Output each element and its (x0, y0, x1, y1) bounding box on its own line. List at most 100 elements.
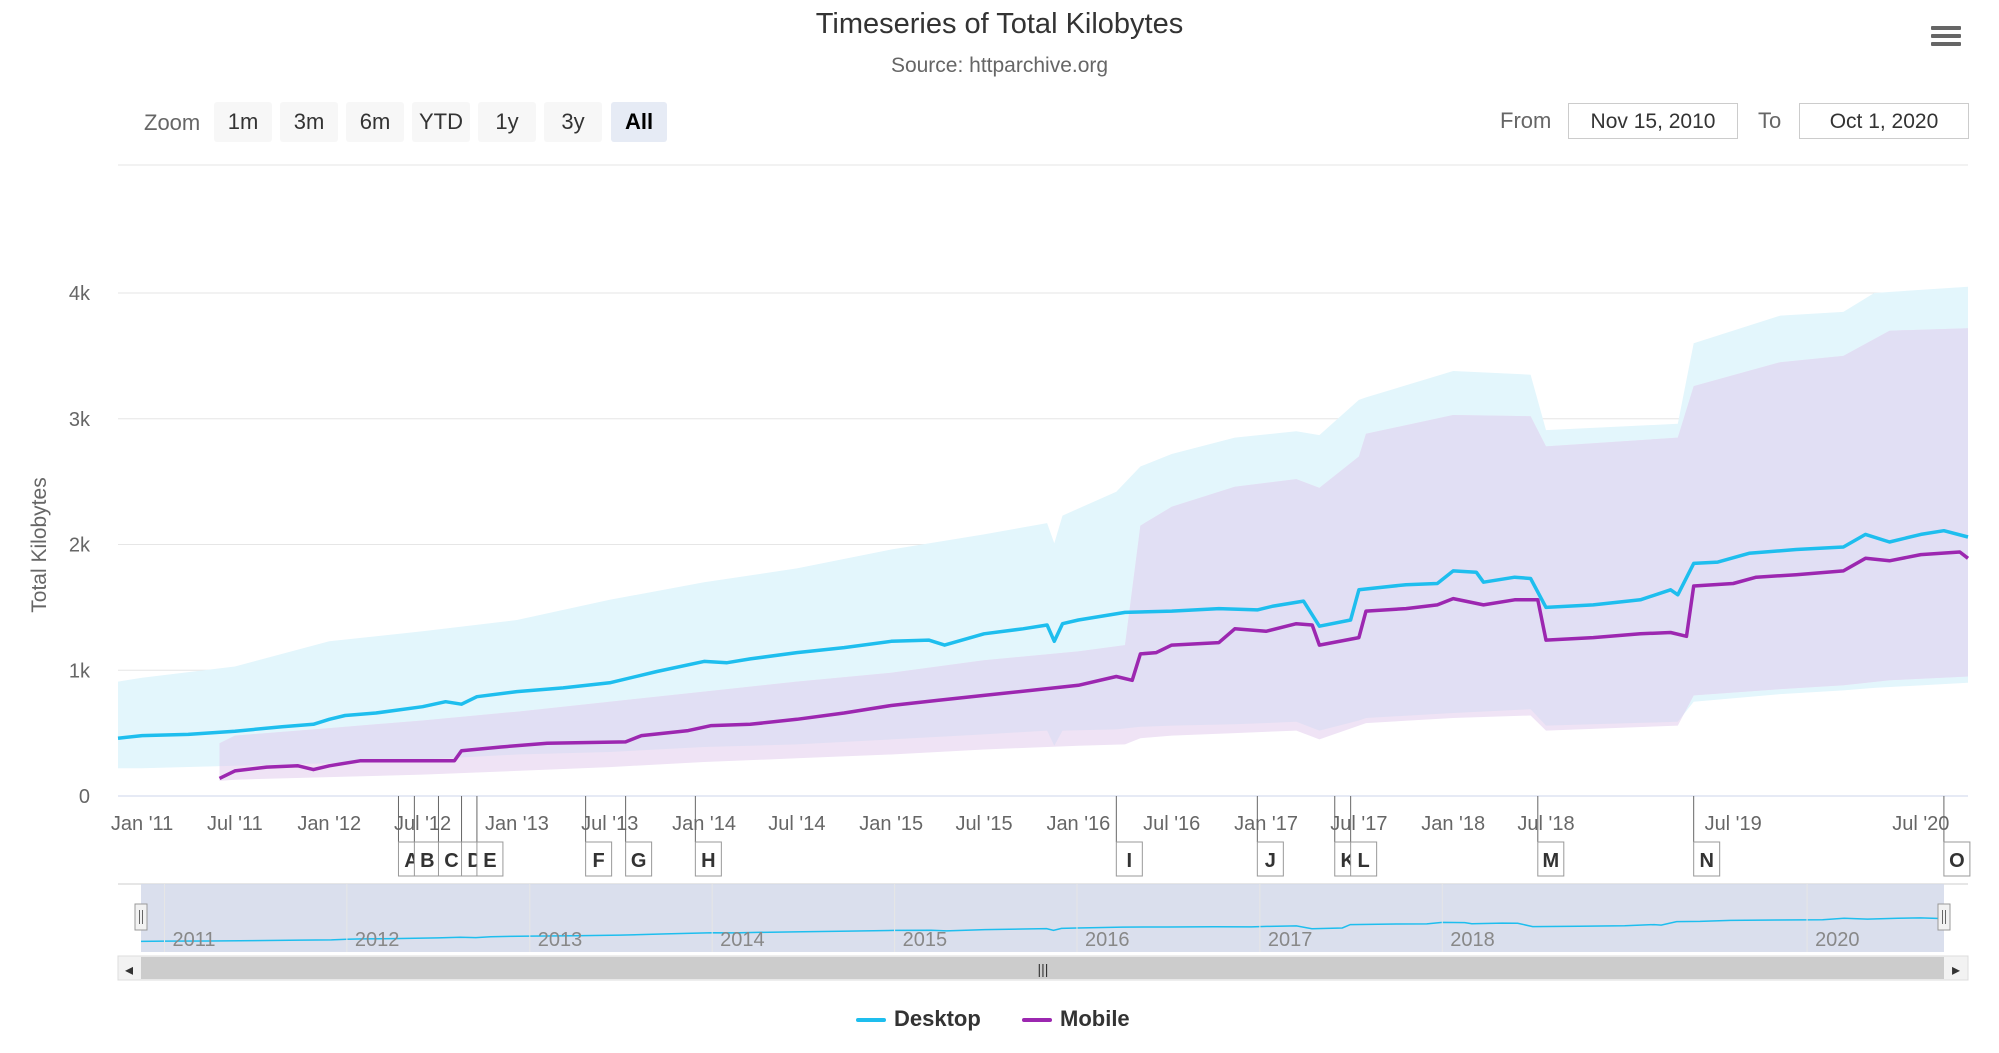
event-flag: E (476, 796, 504, 877)
event-flag-box (413, 841, 441, 877)
navigator-year-label: 2014 (720, 929, 765, 951)
scrollbar-grip-icon: ||| (1038, 961, 1049, 977)
navigator-scrollbar: ||| ◂ ▸ (117, 955, 1969, 981)
x-tick-label: Jul '16 (1143, 813, 1200, 835)
event-flag-label: C (444, 850, 458, 872)
x-tick-label: Jan '13 (485, 813, 549, 835)
event-flag: F (585, 796, 613, 877)
y-tick-label: 1k (69, 660, 91, 682)
scroll-right-arrow-icon[interactable]: ▸ (1952, 960, 1960, 979)
scrollbar-thumb[interactable] (141, 957, 1944, 979)
zoom-button-all[interactable]: All (611, 102, 667, 142)
event-flag-box (1350, 841, 1378, 877)
event-flag: I (1115, 796, 1143, 877)
event-flag-label: B (420, 850, 434, 872)
zoom-button-6m[interactable]: 6m (346, 102, 404, 142)
event-flag-box (437, 841, 465, 877)
zoom-button-1y[interactable]: 1y (478, 102, 536, 142)
mobile-series-line (218, 550, 1970, 780)
y-tick-label: 0 (79, 786, 90, 808)
legend-item-desktop[interactable]: Desktop (856, 1006, 981, 1036)
x-tick-label: Jul '14 (768, 813, 825, 835)
navigator-year-label: 2017 (1268, 929, 1313, 951)
event-flag: N (1693, 796, 1721, 877)
event-flag: M (1537, 796, 1565, 877)
navigator-left-handle[interactable] (134, 903, 148, 931)
event-flag-box (625, 841, 653, 877)
x-tick-label: Jul '12 (394, 813, 451, 835)
zoom-label: Zoom (144, 110, 201, 135)
event-flag-box (1256, 841, 1284, 877)
chart-subtitle: Source: httparchive.org (890, 54, 1109, 77)
context-menu-button[interactable] (1928, 20, 1966, 52)
hamburger-menu-icon (1931, 26, 1961, 30)
event-flag-label: L (1358, 850, 1370, 872)
navigator-handle-box (1937, 903, 1951, 931)
legend-item-mobile[interactable]: Mobile (1022, 1006, 1130, 1036)
x-tick-label: Jul '11 (207, 813, 263, 835)
range-overlap-area (219, 328, 1968, 769)
x-tick-label: Jul '18 (1517, 813, 1574, 835)
event-flag-box (585, 841, 613, 877)
chart-title: Timeseries of Total Kilobytes (815, 8, 1184, 40)
event-flag-box (1693, 841, 1721, 877)
timeseries-chart: 0 1k 2k 3k 4k Total Kilobytes Jan '11 Jul '11 Ja… (28, 164, 1971, 981)
x-tick-label: Jan '12 (297, 813, 361, 835)
navigator-year-label: 2016 (1085, 929, 1130, 951)
event-flag-label: M (1542, 850, 1559, 872)
navigator-year-label: 2013 (538, 929, 583, 951)
scroll-left-arrow-icon[interactable]: ◂ (125, 960, 133, 979)
event-flag: G (625, 796, 653, 877)
zoom-button-3y[interactable]: 3y (544, 102, 602, 142)
y-tick-label: 4k (69, 283, 91, 305)
x-tick-label: Jan '16 (1046, 813, 1110, 835)
x-tick-label: Jan '14 (672, 813, 736, 835)
y-tick-label: 3k (69, 409, 91, 431)
x-tick-label: Jul '15 (955, 813, 1012, 835)
zoom-button-ytd[interactable]: YTD (412, 102, 470, 142)
event-flag: B (413, 796, 441, 877)
legend-desktop-swatch (856, 1018, 886, 1023)
desktop-series-line (117, 528, 1969, 740)
range-from-label: From (1500, 108, 1552, 133)
hamburger-menu-icon-bar (1931, 42, 1961, 46)
event-flag-box (1943, 841, 1971, 877)
zoom-button-3m[interactable]: 3m (280, 102, 338, 142)
y-axis-title: Total Kilobytes (28, 477, 51, 612)
x-tick-label: Jul '20 (1892, 813, 1949, 835)
x-tick-label: Jan '17 (1234, 813, 1298, 835)
event-flag: L (1350, 796, 1378, 877)
range-from-input[interactable]: Nov 15, 2010 (1568, 103, 1738, 139)
event-flag-label: O (1949, 850, 1965, 872)
navigator-year-label: 2012 (355, 929, 400, 951)
navigator-right-handle[interactable] (1937, 903, 1951, 931)
event-flag: J (1256, 796, 1284, 877)
navigator-year-label: 2015 (903, 929, 948, 951)
navigator-year-label: 2018 (1450, 929, 1495, 951)
event-flag-box (476, 841, 504, 877)
x-tick-label: Jul '17 (1330, 813, 1387, 835)
hamburger-menu-icon-bar (1931, 34, 1961, 38)
navigator-series-line (140, 917, 1945, 943)
event-flag-label: F (593, 850, 605, 872)
x-tick-label: Jul '13 (581, 813, 638, 835)
event-flag: H (694, 796, 722, 877)
event-flag-box (694, 841, 722, 877)
y-tick-label: 2k (69, 535, 91, 557)
x-tick-label: Jul '19 (1705, 813, 1762, 835)
event-flag-label: G (631, 850, 647, 872)
event-flag: C (437, 796, 465, 877)
navigator-handle-box (134, 903, 148, 931)
event-flag-label: J (1265, 850, 1276, 872)
legend-mobile-label: Mobile (1060, 1006, 1130, 1031)
event-flag-box (1115, 841, 1143, 877)
navigator-selected-mask (141, 884, 1944, 952)
range-to-input[interactable]: Oct 1, 2020 (1799, 103, 1969, 139)
legend-mobile-swatch (1022, 1018, 1052, 1023)
x-tick-label: Jan '15 (859, 813, 923, 835)
navigator-year-label: 2020 (1815, 929, 1860, 951)
event-flag-box (1537, 841, 1565, 877)
zoom-button-1m[interactable]: 1m (214, 102, 272, 142)
event-flag-label: E (483, 850, 496, 872)
range-to-label: To (1758, 108, 1782, 133)
